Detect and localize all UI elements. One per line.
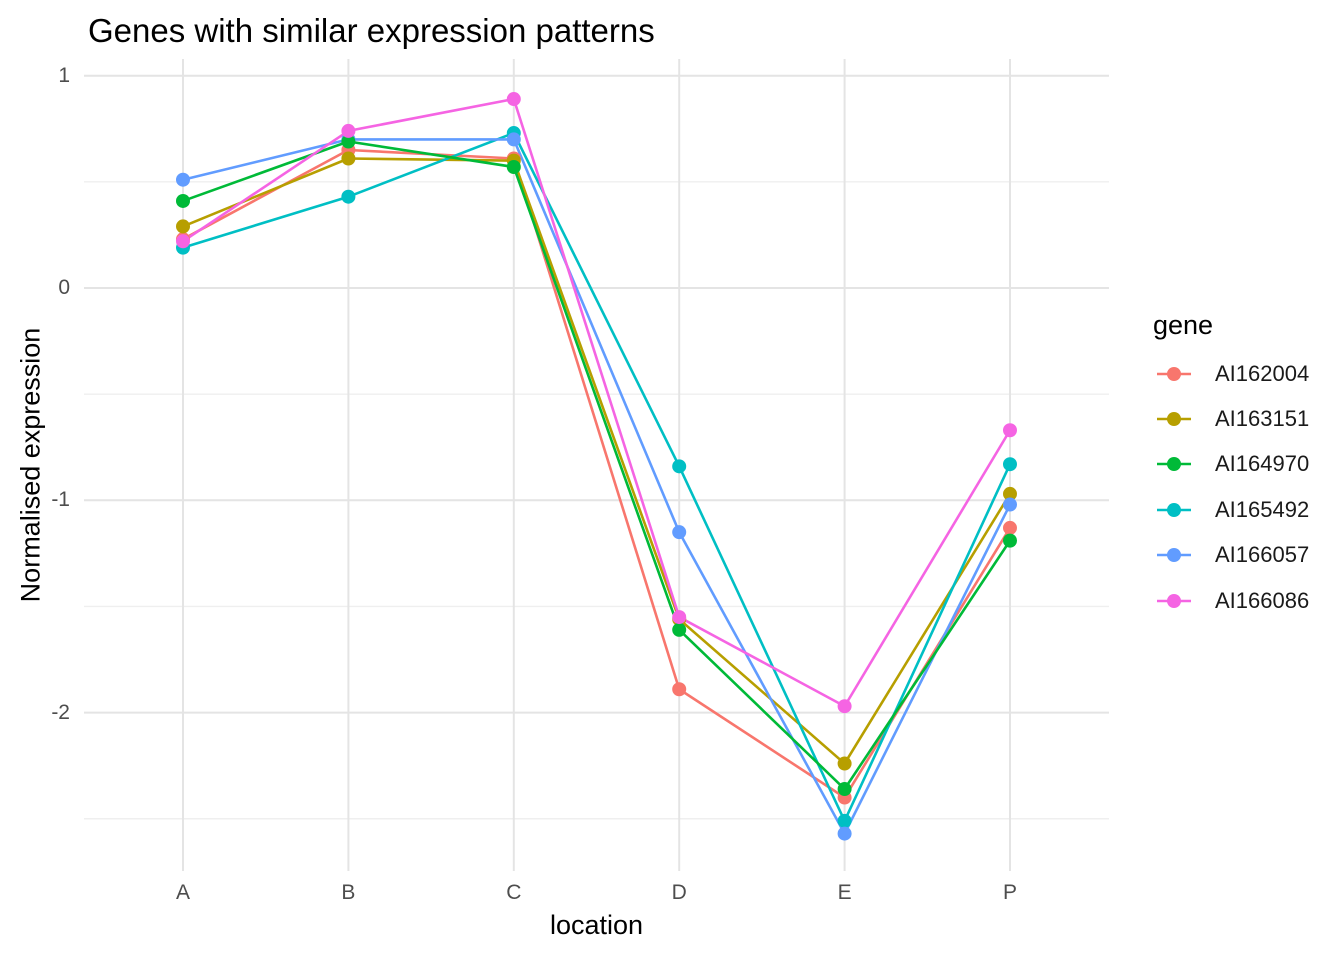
x-tick-label-D: D [671,881,687,904]
series-line-AI162004 [182,148,1012,799]
series-line-AI165492 [182,131,1012,823]
series-point-AI166057-A [176,172,190,187]
series-point-AI165492-D [672,459,687,474]
x-tick-label-E: E [837,881,852,904]
legend-key-point [1167,548,1181,563]
legend-label: AI163151 [1215,406,1310,432]
series-point-AI166086-B [341,123,356,138]
legend-label: AI164970 [1215,451,1310,477]
series-line-AI164970 [182,140,1012,791]
series-point-AI165492-E [837,813,852,828]
legend-label: AI165492 [1215,496,1310,522]
y-tick-label--1: -1 [51,488,70,512]
series-point-AI165492-B [341,189,356,204]
legend-key-icon [1157,593,1191,608]
x-axis-title: location [549,910,644,940]
y-tick-label-1: 1 [58,63,70,87]
series-point-AI166057-E [837,826,852,841]
series-point-AI164970-P [1003,533,1017,548]
legend-label: AI162004 [1215,360,1310,386]
legend-key-point [1167,366,1181,381]
y-axis-title: Normalised expression [15,327,46,603]
legend-entry-AI162004: AI162004 [1153,351,1309,396]
series-point-AI164970-B [341,134,356,149]
series-point-AI166057-C [506,132,521,147]
series-point-AI163151-A [176,219,190,234]
series-point-AI166086-C [506,92,521,107]
series-point-AI166086-E [837,699,852,714]
series-point-AI162004-P [1003,520,1017,535]
x-tick-label-B: B [341,881,356,904]
series-line-AI163151 [182,157,1012,765]
series-line-AI166086 [182,97,1012,708]
series-point-AI164970-A [176,193,190,208]
series-line-AI166057 [182,138,1012,835]
plot-panel [84,59,1109,871]
legend-entry-AI165492: AI165492 [1153,487,1309,532]
x-tick-label-A: A [175,881,190,904]
series-point-AI166057-P [1003,497,1017,512]
series-point-AI164970-D [672,622,687,637]
legend-label: AI166086 [1215,587,1310,613]
legend-entry-AI166086: AI166086 [1153,578,1309,623]
legend-key-point [1167,502,1181,517]
series-point-AI164970-E [837,782,852,797]
legend-entry-AI163151: AI163151 [1153,396,1309,441]
series-point-AI164970-C [506,159,521,174]
x-tick-label-C: C [506,881,522,904]
legend-key-icon [1157,548,1191,563]
series-point-AI163151-B [341,151,356,166]
x-tick-label-P: P [1002,881,1017,904]
legend-entries: AI162004 AI163151 AI164970 AI165492 AI166057… [1153,351,1309,623]
legend-key-point [1167,593,1181,608]
series-point-AI163151-P [1003,486,1017,501]
legend-key-point [1167,457,1181,472]
y-tick-label-0: 0 [58,276,70,299]
series-point-AI166086-A [176,234,190,249]
series-point-AI162004-D [672,682,687,697]
legend-key-icon [1157,502,1191,517]
legend-title: gene [1153,310,1214,340]
legend: gene AI162004 AI163151 AI164970 AI165492 AI1… [1153,310,1309,623]
plot-title: Genes with similar expression patterns [88,12,655,49]
legend-entry-AI164970: AI164970 [1153,442,1309,487]
series-point-AI166086-P [1003,423,1017,438]
series-point-AI165492-P [1003,457,1017,472]
legend-key-icon [1157,366,1191,381]
legend-key-icon [1157,457,1191,472]
legend-key-point [1167,412,1181,427]
y-tick-label--2: -2 [51,700,70,724]
legend-key-icon [1157,412,1191,427]
legend-entry-AI166057: AI166057 [1153,533,1309,578]
series-point-AI166057-D [672,525,687,540]
legend-label: AI166057 [1215,542,1310,568]
series-point-AI163151-E [837,756,852,771]
series-point-AI166086-D [672,610,687,625]
